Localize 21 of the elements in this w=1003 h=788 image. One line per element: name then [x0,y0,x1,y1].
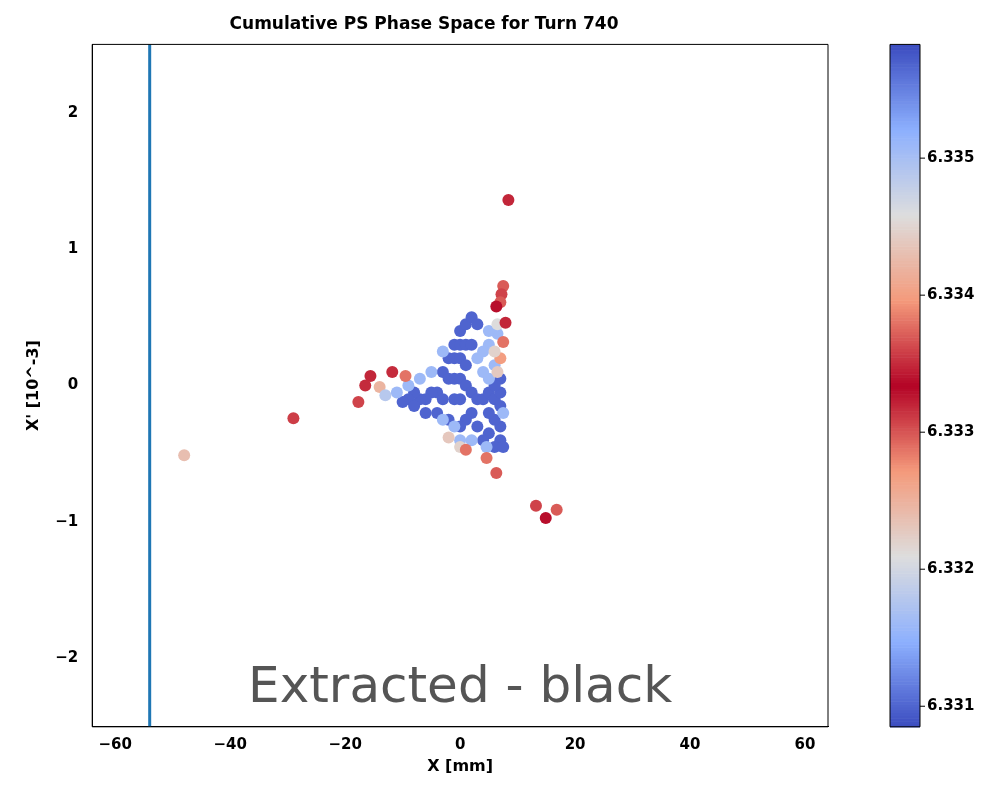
y-axis-title: X' [10^-3] [22,340,42,432]
x-tick-label: 40 [679,734,701,753]
y-tick-label: −2 [55,648,79,667]
color-bar-label: 6.332 [927,559,975,578]
y-tick-label: 0 [67,375,79,394]
x-axis-title: X [mm] [427,755,494,775]
color-bar-label: 6.334 [927,285,975,304]
y-tick-label: −1 [55,511,79,530]
x-tick-label: −60 [98,734,132,753]
x-tick-label: 20 [564,734,586,753]
x-tick-label: −20 [328,734,362,753]
annotation: Extracted - black [248,655,673,714]
x-tick-label: −40 [213,734,247,753]
y-tick-label: 2 [67,102,79,121]
x-tick-label: 60 [794,734,816,753]
chart-title: Cumulative PS Phase Space for Turn 740 [229,12,619,33]
y-tick-label: 1 [67,239,79,258]
x-tick-label: 0 [454,734,466,753]
color-bar-label: 6.335 [927,148,975,167]
color-bar-label: 6.333 [927,422,975,441]
color-bar-label: 6.331 [927,696,975,715]
